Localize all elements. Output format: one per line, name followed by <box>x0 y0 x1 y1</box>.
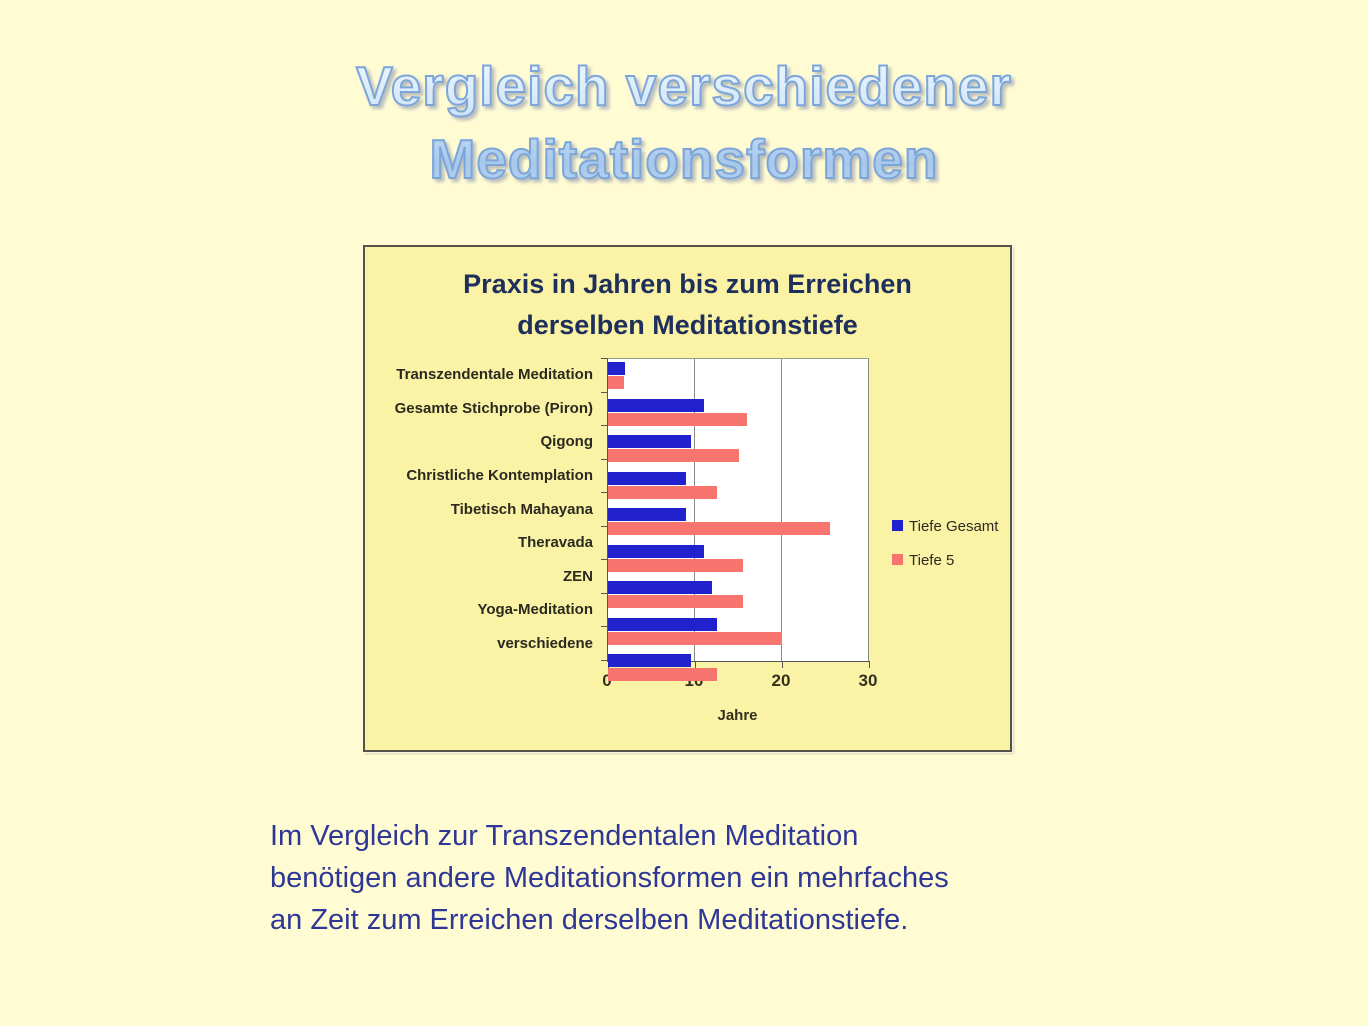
y-tick-mark <box>601 492 608 494</box>
legend-item: Tiefe 5 <box>892 552 998 569</box>
category-label: Qigong <box>540 433 594 451</box>
category-label: Yoga-Meditation <box>477 601 593 619</box>
bar-row <box>608 654 869 688</box>
bar-row <box>608 471 869 506</box>
x-axis-title: Jahre <box>717 707 758 724</box>
gridline <box>780 359 782 661</box>
category-label: Tibetisch Mahayana <box>450 500 593 518</box>
bar-tiefe-5 <box>608 485 717 499</box>
bar-tiefe-gesamt <box>608 508 687 522</box>
y-tick-mark <box>601 626 608 628</box>
bar-tiefe-gesamt <box>608 617 717 631</box>
slide-title-line2: Meditationsformen <box>429 127 939 191</box>
gridline <box>868 359 869 661</box>
category-label: Gesamte Stichprobe (Piron) <box>394 399 593 417</box>
legend-swatch <box>892 519 903 531</box>
x-tick-label: 0 <box>602 671 612 690</box>
category-label: Transzendentale Meditation <box>396 366 593 384</box>
chart-title: Praxis in Jahren bis zum Erreichen derse… <box>463 269 912 340</box>
x-tick-label: 30 <box>858 671 878 690</box>
category-label: verschiedene <box>497 634 593 652</box>
bar-row <box>608 435 869 469</box>
legend-label: Tiefe 5 <box>909 552 955 569</box>
bar-row <box>608 362 869 396</box>
x-tick-mark <box>869 661 870 668</box>
legend-swatch <box>892 553 903 565</box>
bar-tiefe-gesamt <box>608 362 626 375</box>
legend-label: Tiefe Gesamt <box>909 518 999 535</box>
bar-row <box>608 617 869 652</box>
category-labels: Transzendentale Meditation Gesamte Stichp… <box>371 358 601 660</box>
y-tick-mark <box>601 358 608 359</box>
plot-area <box>601 358 870 682</box>
slide-title-line1: Vergleich verschiedener <box>355 54 1012 118</box>
category-label: Theravada <box>517 534 593 552</box>
legend: Tiefe Gesamt Tiefe 5 <box>892 518 998 569</box>
bar-tiefe-gesamt <box>608 435 691 449</box>
bar-tiefe-5 <box>608 631 782 645</box>
caption-line2: benötigen andere Meditationsformen ein m… <box>270 862 949 894</box>
bar-tiefe-5 <box>608 412 748 426</box>
y-tick-mark <box>601 525 608 527</box>
category-label: ZEN <box>563 567 593 585</box>
y-tick-mark <box>601 391 608 393</box>
bar-tiefe-5 <box>608 376 624 389</box>
y-tick-mark <box>601 559 608 561</box>
bar-row <box>608 581 869 615</box>
caption-line1: Im Vergleich zur Transzendentalen Medita… <box>270 820 859 852</box>
legend-item: Tiefe Gesamt <box>892 518 998 535</box>
gridline <box>693 359 695 661</box>
bar-tiefe-5 <box>608 595 743 609</box>
y-tick-mark <box>601 425 608 427</box>
bar-tiefe-gesamt <box>608 398 704 412</box>
bar-tiefe-5 <box>608 449 739 463</box>
y-tick-mark <box>601 592 608 594</box>
bar-tiefe-5 <box>608 558 743 572</box>
bar-tiefe-5 <box>608 522 830 536</box>
x-tick-label: 20 <box>771 671 791 690</box>
bar-tiefe-gesamt <box>608 544 704 558</box>
bar-row <box>608 508 869 542</box>
category-label: Christliche Kontemplation <box>406 466 593 484</box>
slide-title: Vergleich verschiedener Meditationsformen <box>0 50 1368 196</box>
x-tick-mark <box>695 661 696 668</box>
bar-tiefe-gesamt <box>608 471 687 485</box>
bar-tiefe-5 <box>608 668 717 682</box>
bar-tiefe-gesamt <box>608 581 713 595</box>
caption: Im Vergleich zur Transzendentalen Medita… <box>270 815 949 941</box>
bar-row <box>608 398 869 433</box>
y-tick-mark <box>601 458 608 460</box>
y-tick-mark <box>601 660 608 661</box>
caption-line3: an Zeit zum Erreichen derselben Meditati… <box>270 904 909 936</box>
bar-tiefe-gesamt <box>608 654 691 668</box>
x-tick-mark <box>782 661 783 668</box>
chart: Praxis in Jahren bis zum Erreichen derse… <box>363 245 1012 752</box>
bar-row <box>608 544 869 579</box>
